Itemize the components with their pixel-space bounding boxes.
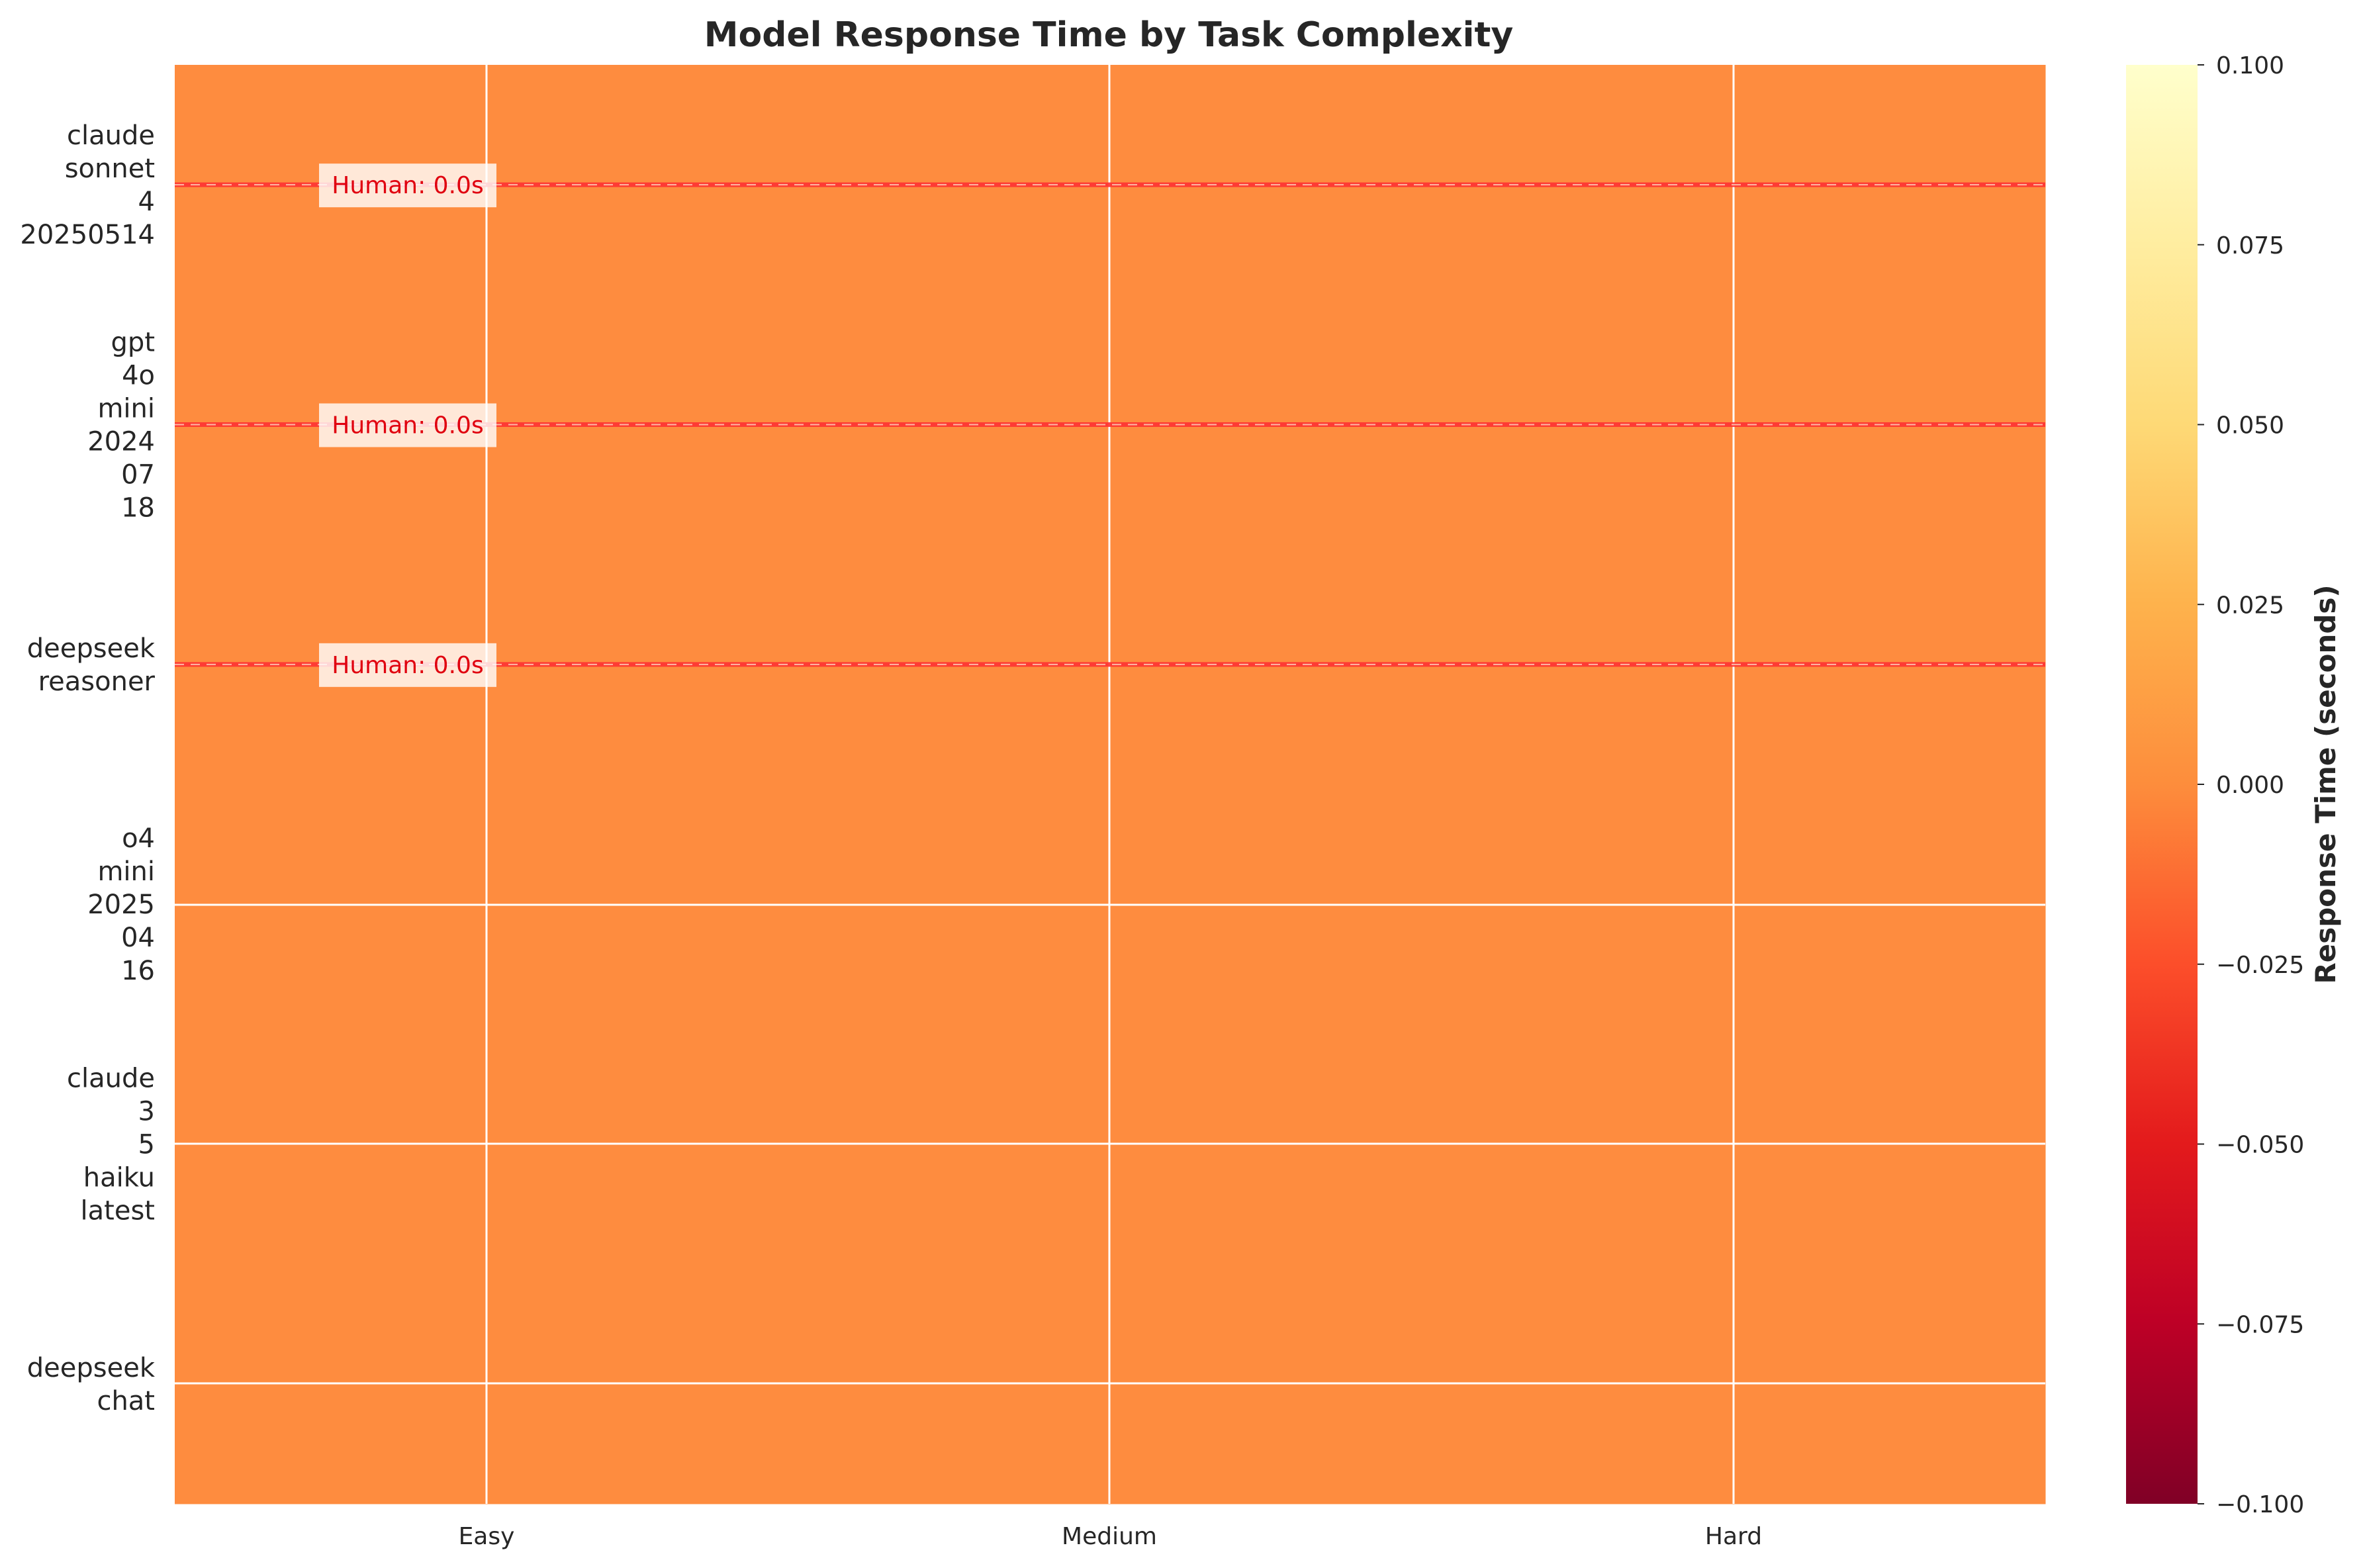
colorbar-tick-label: −0.025: [2216, 952, 2304, 979]
chart-title: Model Response Time by Task Complexity: [704, 15, 1514, 55]
reference-label: Human: 0.0s: [332, 172, 483, 199]
reference-label-box: [319, 403, 496, 447]
reference-label-box: [319, 643, 496, 687]
x-tick-label: Medium: [1062, 1523, 1157, 1550]
y-tick-label: deepseek chat: [27, 1353, 156, 1416]
reference-label: Human: 0.0s: [332, 412, 483, 439]
y-tick-label: claude sonnet 4 20250514: [20, 120, 155, 250]
colorbar-tick-label: 0.075: [2216, 232, 2284, 259]
colorbar-tick-label: 0.025: [2216, 592, 2284, 619]
grid-lines: [175, 65, 2045, 1504]
colorbar-tick-label: 0.050: [2216, 412, 2284, 439]
colorbar-tick-label: −0.075: [2216, 1311, 2304, 1338]
x-tick-label: Easy: [459, 1523, 515, 1550]
y-tick-label: claude 3 5 haiku latest: [67, 1064, 155, 1226]
reference-label: Human: 0.0s: [332, 652, 483, 679]
reference-lines: Human: 0.0s Human: 0.0s Human: 0.0s: [175, 163, 2045, 687]
x-axis-tick-labels: Easy Medium Hard: [459, 1523, 1763, 1550]
colorbar: 0.100 0.075 0.050 0.025 0.000 −0.025 −0.050 −0.…: [2126, 52, 2304, 1518]
y-axis-tick-labels: claude sonnet 4 20250514 gpt 4o mini 2024 07 18 de…: [20, 120, 155, 1416]
colorbar-tick-label: 0.100: [2216, 52, 2284, 79]
y-tick-label: deepseek reasoner: [27, 633, 156, 697]
colorbar-gradient: [2126, 65, 2198, 1504]
y-tick-label: gpt 4o mini 2024 07 18: [87, 328, 155, 524]
colorbar-label: Response Time (seconds): [2309, 584, 2342, 984]
reference-label-box: [319, 163, 496, 208]
colorbar-tick-label: −0.050: [2216, 1132, 2304, 1159]
y-tick-label: o4 mini 2025 04 16: [87, 823, 155, 986]
colorbar-tick-label: −0.100: [2216, 1491, 2304, 1518]
x-tick-label: Hard: [1705, 1523, 1762, 1550]
colorbar-tick-label: 0.000: [2216, 772, 2284, 799]
